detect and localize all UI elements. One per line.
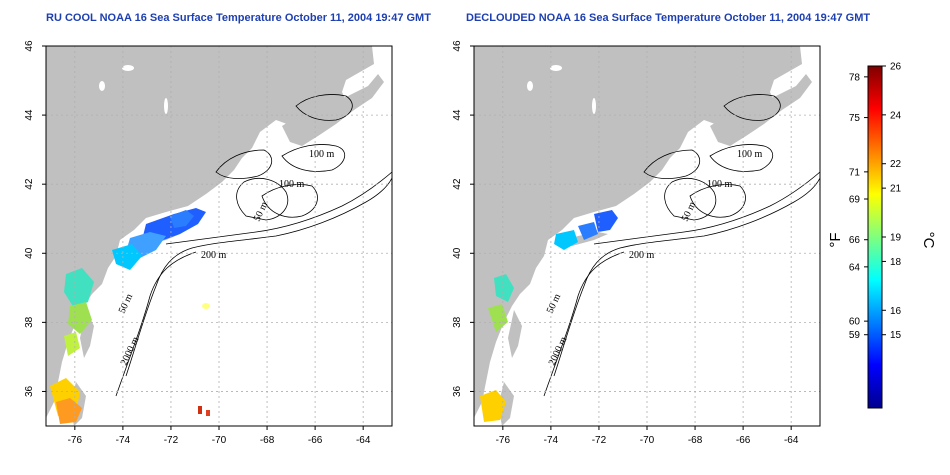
y-tick-label: 42	[24, 178, 35, 190]
celsius-tick-label: 18	[890, 257, 902, 268]
fahrenheit-tick-label: 64	[849, 262, 861, 273]
celsius-unit-label: °C	[920, 232, 937, 249]
celsius-tick-label: 26	[890, 62, 902, 73]
x-tick-label: -64	[356, 435, 371, 446]
fahrenheit-unit-label: °F	[827, 232, 844, 247]
celsius-tick-label: 15	[890, 330, 902, 341]
colorbar-bar	[867, 65, 883, 409]
y-tick-label: 40	[24, 247, 35, 259]
fahrenheit-tick-label: 60	[849, 317, 861, 328]
x-tick-label: -70	[212, 435, 227, 446]
contour-label: 200 m	[629, 250, 655, 261]
grid-left	[46, 46, 392, 426]
celsius-tick-label: 24	[890, 110, 902, 121]
right-ticks: -76 -74 -72 -70 -68 -66 -64 36 38 40 42 44 46	[452, 40, 799, 446]
contour-label: 100 m	[737, 149, 763, 160]
right-map-panel: -76 -74 -72 -70 -68 -66 -64 36 38 40 42 44 46 100 m 1…	[452, 40, 821, 446]
y-tick-label: 46	[452, 40, 463, 52]
right-panel-title: DECLOUDED NOAA 16 Sea Surface Temperatur…	[466, 12, 871, 24]
fahrenheit-tick-label: 71	[849, 167, 861, 178]
fahrenheit-tick-label: 69	[849, 195, 861, 206]
x-tick-label: -66	[308, 435, 323, 446]
fahrenheit-tick-label: 75	[849, 113, 861, 124]
left-ticks: -76 -74 -72 -70 -68 -66 -64 36 38 40 42 44 46	[24, 40, 371, 446]
land-outer-banks	[498, 382, 514, 426]
x-tick-label: -66	[736, 435, 751, 446]
lake	[99, 81, 105, 91]
colorbar: 15 16 18 19 21 22 24 26 59 60 64 66 69 71 75 78 °F °C	[827, 62, 937, 409]
y-tick-label: 40	[452, 247, 463, 259]
x-tick-label: -76	[68, 435, 83, 446]
y-tick-label: 44	[24, 109, 35, 121]
x-tick-label: -68	[688, 435, 703, 446]
y-tick-label: 36	[24, 385, 35, 397]
colorbar-ticks: 15 16 18 19 21 22 24 26 59 60 64 66 69 71 75 78	[849, 62, 902, 342]
celsius-tick-label: 21	[890, 184, 902, 195]
sst-data-right	[480, 210, 618, 422]
bathymetry-contours	[543, 94, 820, 397]
x-tick-label: -68	[260, 435, 275, 446]
land-mass	[474, 46, 802, 418]
land-nova-scotia	[282, 74, 384, 146]
x-tick-label: -76	[496, 435, 511, 446]
celsius-tick-label: 22	[890, 159, 902, 170]
grid-right	[474, 46, 820, 426]
lake	[550, 65, 562, 71]
y-tick-label: 36	[452, 385, 463, 397]
y-tick-label: 38	[24, 316, 35, 328]
celsius-tick-label: 19	[890, 233, 902, 244]
x-tick-label: -74	[116, 435, 131, 446]
lake	[527, 81, 533, 91]
contour-label: 100 m	[279, 179, 305, 190]
lake	[164, 98, 168, 114]
lake	[122, 65, 134, 71]
y-tick-label: 38	[452, 316, 463, 328]
left-map-panel: -76 -74 -72 -70 -68 -66 -64 36 38 40 42 44 46 100 m 1…	[24, 40, 393, 446]
y-tick-label: 46	[24, 40, 35, 52]
bathymetry-contours	[115, 94, 392, 397]
fahrenheit-tick-label: 66	[849, 235, 861, 246]
y-tick-label: 44	[452, 109, 463, 121]
x-tick-label: -72	[592, 435, 607, 446]
land-delmarva	[508, 310, 522, 358]
sst-data-left	[50, 208, 210, 424]
lake	[592, 98, 596, 114]
land-nova-scotia	[710, 74, 812, 146]
y-tick-label: 42	[452, 178, 463, 190]
contour-label: 100 m	[707, 179, 733, 190]
x-tick-label: -74	[544, 435, 559, 446]
left-panel-title: RU COOL NOAA 16 Sea Surface Temperature …	[46, 12, 431, 24]
x-tick-label: -64	[784, 435, 799, 446]
x-tick-label: -70	[640, 435, 655, 446]
contour-label: 200 m	[201, 250, 227, 261]
celsius-tick-label: 16	[890, 306, 902, 317]
x-tick-label: -72	[164, 435, 179, 446]
fahrenheit-tick-label: 78	[849, 72, 861, 83]
contour-label: 100 m	[309, 149, 335, 160]
fahrenheit-tick-label: 59	[849, 330, 861, 341]
land-mass	[46, 46, 374, 418]
